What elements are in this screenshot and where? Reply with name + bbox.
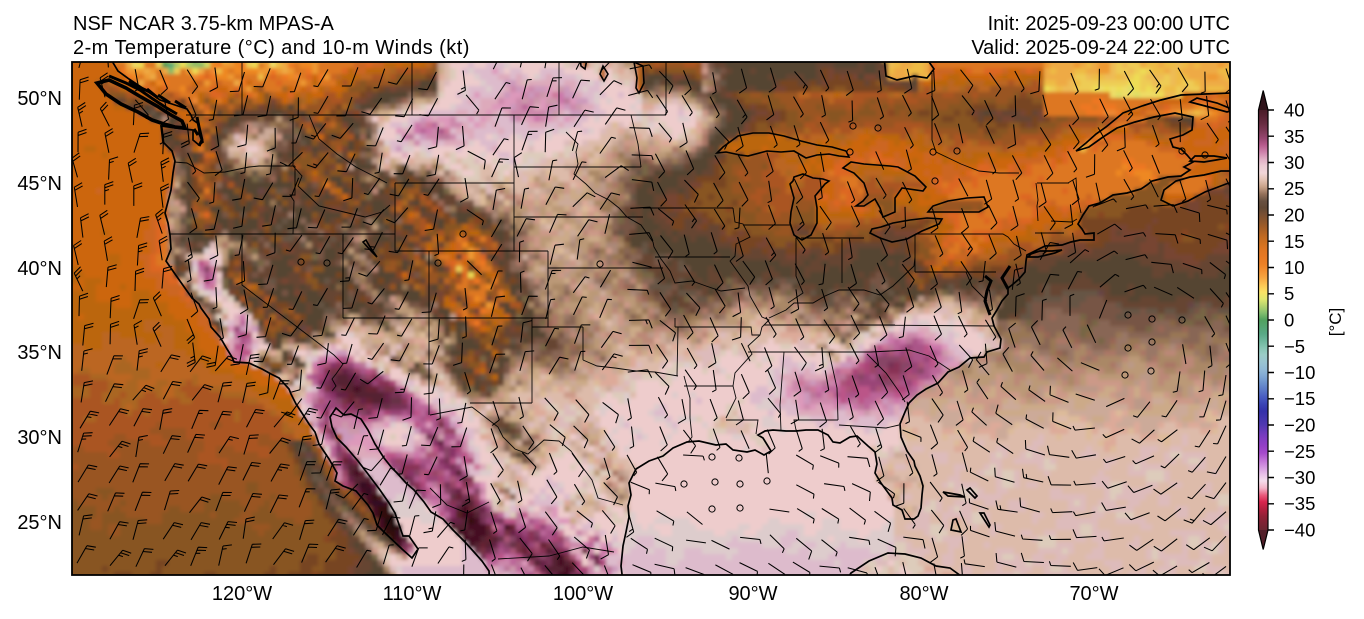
- svg-text:5: 5: [1284, 283, 1294, 304]
- svg-text:30: 30: [1284, 152, 1305, 173]
- svg-text:40: 40: [1284, 100, 1305, 121]
- svg-text:[°C]: [°C]: [1326, 308, 1345, 337]
- svg-text:0: 0: [1284, 310, 1294, 331]
- svg-text:35: 35: [1284, 126, 1305, 147]
- svg-text:−5: −5: [1284, 336, 1305, 357]
- svg-text:Valid: 2025-09-24 22:00 UTC: Valid: 2025-09-24 22:00 UTC: [971, 37, 1230, 59]
- svg-text:NSF NCAR 3.75-km MPAS-A: NSF NCAR 3.75-km MPAS-A: [73, 13, 334, 35]
- svg-text:15: 15: [1284, 231, 1305, 252]
- svg-text:45°N: 45°N: [17, 173, 62, 195]
- svg-text:25: 25: [1284, 178, 1305, 199]
- svg-text:−35: −35: [1284, 493, 1315, 514]
- svg-text:70°W: 70°W: [1069, 583, 1118, 605]
- svg-text:−30: −30: [1284, 467, 1315, 488]
- svg-text:100°W: 100°W: [553, 583, 613, 605]
- svg-text:Init: 2025-09-23 00:00 UTC: Init: 2025-09-23 00:00 UTC: [988, 13, 1230, 35]
- svg-text:−25: −25: [1284, 441, 1315, 462]
- svg-text:40°N: 40°N: [17, 258, 62, 280]
- svg-text:110°W: 110°W: [383, 583, 442, 605]
- svg-text:35°N: 35°N: [17, 342, 62, 364]
- svg-text:25°N: 25°N: [17, 512, 62, 534]
- svg-text:30°N: 30°N: [17, 427, 62, 449]
- svg-text:90°W: 90°W: [728, 583, 777, 605]
- svg-text:50°N: 50°N: [17, 88, 62, 110]
- svg-text:80°W: 80°W: [899, 583, 948, 605]
- svg-text:−10: −10: [1284, 362, 1315, 383]
- svg-text:−15: −15: [1284, 388, 1315, 409]
- svg-text:2-m Temperature (°C) and 10-m: 2-m Temperature (°C) and 10-m Winds (kt): [73, 37, 470, 59]
- svg-text:10: 10: [1284, 257, 1305, 278]
- svg-text:120°W: 120°W: [212, 583, 272, 605]
- svg-text:−20: −20: [1284, 415, 1315, 436]
- svg-text:20: 20: [1284, 205, 1305, 226]
- svg-text:−40: −40: [1284, 520, 1315, 541]
